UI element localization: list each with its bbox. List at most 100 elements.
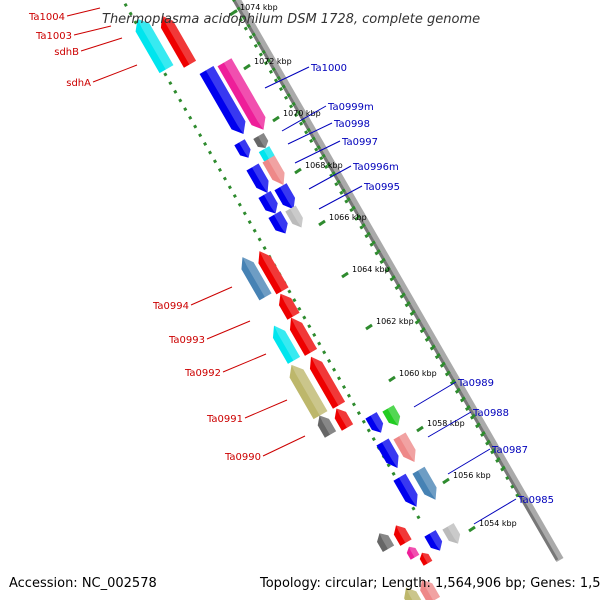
gene-arrow[interactable] (314, 412, 337, 438)
label-leader-line (287, 122, 333, 145)
gene-arrow-body (382, 405, 401, 426)
scale-tick-label: 1058 kbp (427, 419, 465, 428)
gene-label-minus[interactable]: sdhA (66, 78, 91, 89)
gene-arrow-shine (447, 523, 461, 544)
gene-arrow-body (317, 415, 337, 438)
scale-tick-label: 1068 kbp (305, 161, 343, 170)
scale-tick-label: 1064 kbp (352, 265, 390, 274)
label-leader-line (222, 353, 267, 373)
gene-arrow[interactable] (285, 205, 306, 230)
gene-arrow[interactable] (393, 473, 422, 510)
genome-summary-text: Topology: circular; Length: 1,564,906 bp… (259, 576, 600, 591)
gene-label-minus[interactable]: Ta1004 (28, 12, 65, 23)
genome-title: Thermoplasma acidophilum DSM 1728, compl… (102, 12, 480, 27)
gene-arrow-shine (259, 251, 289, 292)
gene-arrow-body (258, 190, 278, 214)
gene-arrow[interactable] (274, 183, 299, 213)
gene-arrow[interactable] (331, 405, 354, 431)
gene-arrow[interactable] (156, 12, 197, 68)
accession-text: Accession: NC_002578 (9, 576, 157, 591)
gene-arrow[interactable] (285, 361, 328, 420)
gene-arrow[interactable] (285, 314, 318, 356)
gene-label-minus[interactable]: Ta1003 (35, 31, 72, 42)
gene-arrow-shine (422, 552, 433, 564)
gene-label-minus[interactable]: Ta0994 (152, 301, 189, 312)
gene-arrow-body (241, 257, 272, 301)
gene-label-minus[interactable]: sdhB (54, 47, 79, 58)
gene-arrow[interactable] (424, 530, 445, 554)
gene-arrow-shine (379, 533, 395, 550)
gene-arrow-shine (263, 190, 278, 214)
gene-arrow[interactable] (376, 438, 403, 472)
gene-arrow[interactable] (234, 139, 253, 161)
gene-arrow[interactable] (416, 576, 441, 600)
gene-arrow[interactable] (253, 132, 270, 151)
gene-label-minus[interactable]: Ta0991 (206, 414, 243, 425)
gene-arrow[interactable] (393, 432, 420, 466)
label-leader-line (413, 381, 457, 408)
gene-arrow-body (393, 525, 412, 546)
gene-arrow[interactable] (131, 15, 174, 74)
gene-arrow[interactable] (217, 58, 271, 134)
gene-arrow[interactable] (246, 163, 273, 197)
gene-arrow-body (376, 438, 399, 468)
gene-arrow[interactable] (274, 290, 300, 320)
gene-arrow[interactable] (412, 466, 441, 503)
gene-arrow-shine (257, 132, 269, 149)
gene-arrow[interactable] (236, 254, 272, 301)
gene-arrow-shine (387, 405, 401, 426)
gene-arrow[interactable] (390, 522, 412, 546)
gene-arrow-body (377, 533, 395, 553)
gene-arrow[interactable] (268, 322, 301, 364)
gene-label-plus[interactable]: Ta1000 (310, 63, 347, 74)
gene-label-plus[interactable]: Ta0999m (327, 102, 374, 113)
gene-arrow-body (412, 466, 437, 500)
gene-arrow-shine (274, 325, 301, 361)
gene-label-plus[interactable]: Ta0997 (341, 137, 378, 148)
scale-tick-label: 1072 kbp (254, 57, 292, 66)
gene-label-plus[interactable]: Ta0987 (491, 445, 528, 456)
gene-arrow[interactable] (405, 544, 420, 560)
gene-arrow[interactable] (374, 530, 395, 553)
scale-tick-mark (272, 115, 280, 123)
label-leader-line (92, 64, 138, 83)
gene-arrow[interactable] (258, 190, 281, 217)
gene-arrow[interactable] (305, 353, 346, 409)
gene-arrow-body (365, 412, 384, 433)
gene-label-minus[interactable]: Ta0990 (224, 452, 261, 463)
scale-tick-label: 1054 kbp (479, 519, 517, 528)
gene-label-plus[interactable]: Ta0995 (363, 182, 400, 193)
gene-arrow-shine (223, 58, 266, 130)
scale-tick-mark (365, 323, 373, 331)
gene-label-minus[interactable]: Ta0993 (168, 335, 205, 346)
gene-label-plus[interactable]: Ta0988 (472, 408, 509, 419)
gene-arrow[interactable] (268, 210, 291, 237)
plus-track-dots (232, 0, 507, 471)
scale-tick-label: 1074 kbp (240, 3, 278, 12)
gene-arrow-shine (291, 364, 328, 416)
gene-arrow[interactable] (365, 412, 386, 436)
gene-arrow-shine (137, 18, 174, 70)
label-leader-line (294, 140, 341, 164)
gene-arrow[interactable] (262, 155, 289, 189)
scale-ticks-layer: 1074 kbp 1072 kbp 1070 kbp 1068 kbp 1066 kbp… (229, 3, 517, 533)
gene-arrow-shine (422, 579, 441, 600)
gene-arrow-body (272, 325, 301, 364)
label-leader-line (190, 286, 233, 306)
gene-label-plus[interactable]: Ta0985 (517, 495, 554, 506)
gene-arrow[interactable] (253, 248, 289, 295)
gene-label-plus[interactable]: Ta0996m (352, 162, 399, 173)
gene-arrow[interactable] (382, 405, 403, 429)
gene-arrow-shine (162, 15, 197, 65)
gene-label-plus[interactable]: Ta0989 (457, 378, 494, 389)
gene-arrow-body (258, 251, 289, 295)
gene-arrow[interactable] (418, 550, 433, 566)
label-leader-line (447, 448, 491, 475)
label-leader-line (73, 25, 112, 36)
gene-label-plus[interactable]: Ta0998 (333, 119, 370, 130)
gene-arrow[interactable] (199, 65, 251, 138)
gene-arrow-shine (398, 473, 418, 507)
gene-arrow-shine (381, 438, 399, 468)
gene-arrow[interactable] (442, 523, 463, 547)
gene-label-minus[interactable]: Ta0992 (184, 368, 221, 379)
